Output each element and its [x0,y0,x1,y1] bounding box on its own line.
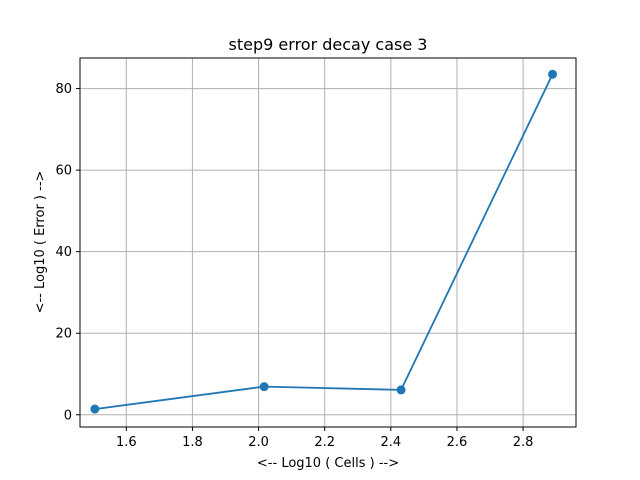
series-line [94,73,554,410]
chart-title: step9 error decay case 3 [229,35,428,54]
x-axis: 1.6 1.8 2.0 2.2 2.4 2.6 2.8 [116,427,533,450]
data-point [396,385,406,395]
x-axis-label: <-- Log10 ( Cells ) --> [257,456,399,471]
data-point [90,404,100,414]
grid [80,58,576,427]
plot-frame [79,57,577,428]
data-point [548,69,558,79]
y-tick-label: 0 [64,408,72,423]
x-tick-label: 1.6 [116,435,137,450]
y-tick-label: 20 [55,327,72,342]
x-tick-label: 2.0 [248,435,269,450]
x-tick-label: 1.8 [182,435,203,450]
series-layer [90,69,558,414]
y-tick-label: 60 [55,164,72,179]
x-tick-label: 2.2 [314,435,335,450]
x-tick-label: 2.6 [447,435,468,450]
y-axis-label: <-- Log10 ( Error ) --> [33,171,48,314]
y-tick-label: 80 [55,82,72,97]
x-tick-label: 2.4 [380,435,401,450]
x-tick-label: 2.8 [513,435,534,450]
data-point [259,382,269,392]
y-tick-label: 40 [55,245,72,260]
y-axis: 0 20 40 60 80 [55,82,80,423]
